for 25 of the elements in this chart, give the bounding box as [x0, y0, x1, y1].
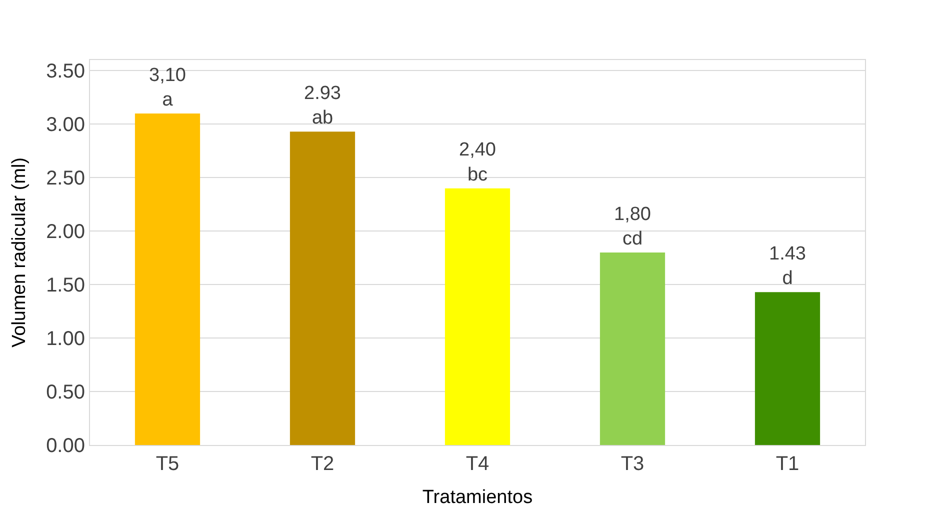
bar	[290, 132, 356, 445]
y-tick-label: 0.50	[46, 382, 85, 404]
y-axis-title: Volumen radicular (ml)	[8, 157, 30, 348]
y-tick-label: 3.00	[46, 114, 85, 136]
bar	[134, 113, 200, 445]
bar	[444, 188, 510, 445]
data-label: 2,40 bc	[459, 140, 496, 186]
y-tick-label: 1.50	[46, 274, 85, 297]
data-label: 1.43 d	[769, 243, 806, 290]
x-tick-label: T4	[466, 453, 490, 475]
x-tick-label: T5	[156, 453, 180, 475]
y-tick-label: 0.00	[46, 435, 85, 457]
x-tick-label: T3	[620, 453, 644, 475]
data-label: 2.93 ab	[304, 82, 341, 129]
x-tick-label: T1	[776, 453, 800, 475]
y-tick-label: 3.50	[46, 60, 85, 83]
bar	[754, 292, 820, 445]
bar	[600, 252, 666, 445]
data-label: 1,80 cd	[614, 204, 651, 250]
data-label: 3,10 a	[149, 64, 186, 110]
y-tick-label: 1.00	[46, 328, 85, 350]
x-tick-label: T2	[310, 453, 334, 475]
x-axis-title: Tratamientos	[422, 486, 533, 508]
y-tick-label: 2.00	[46, 221, 85, 244]
y-tick-label: 2.50	[46, 168, 85, 190]
